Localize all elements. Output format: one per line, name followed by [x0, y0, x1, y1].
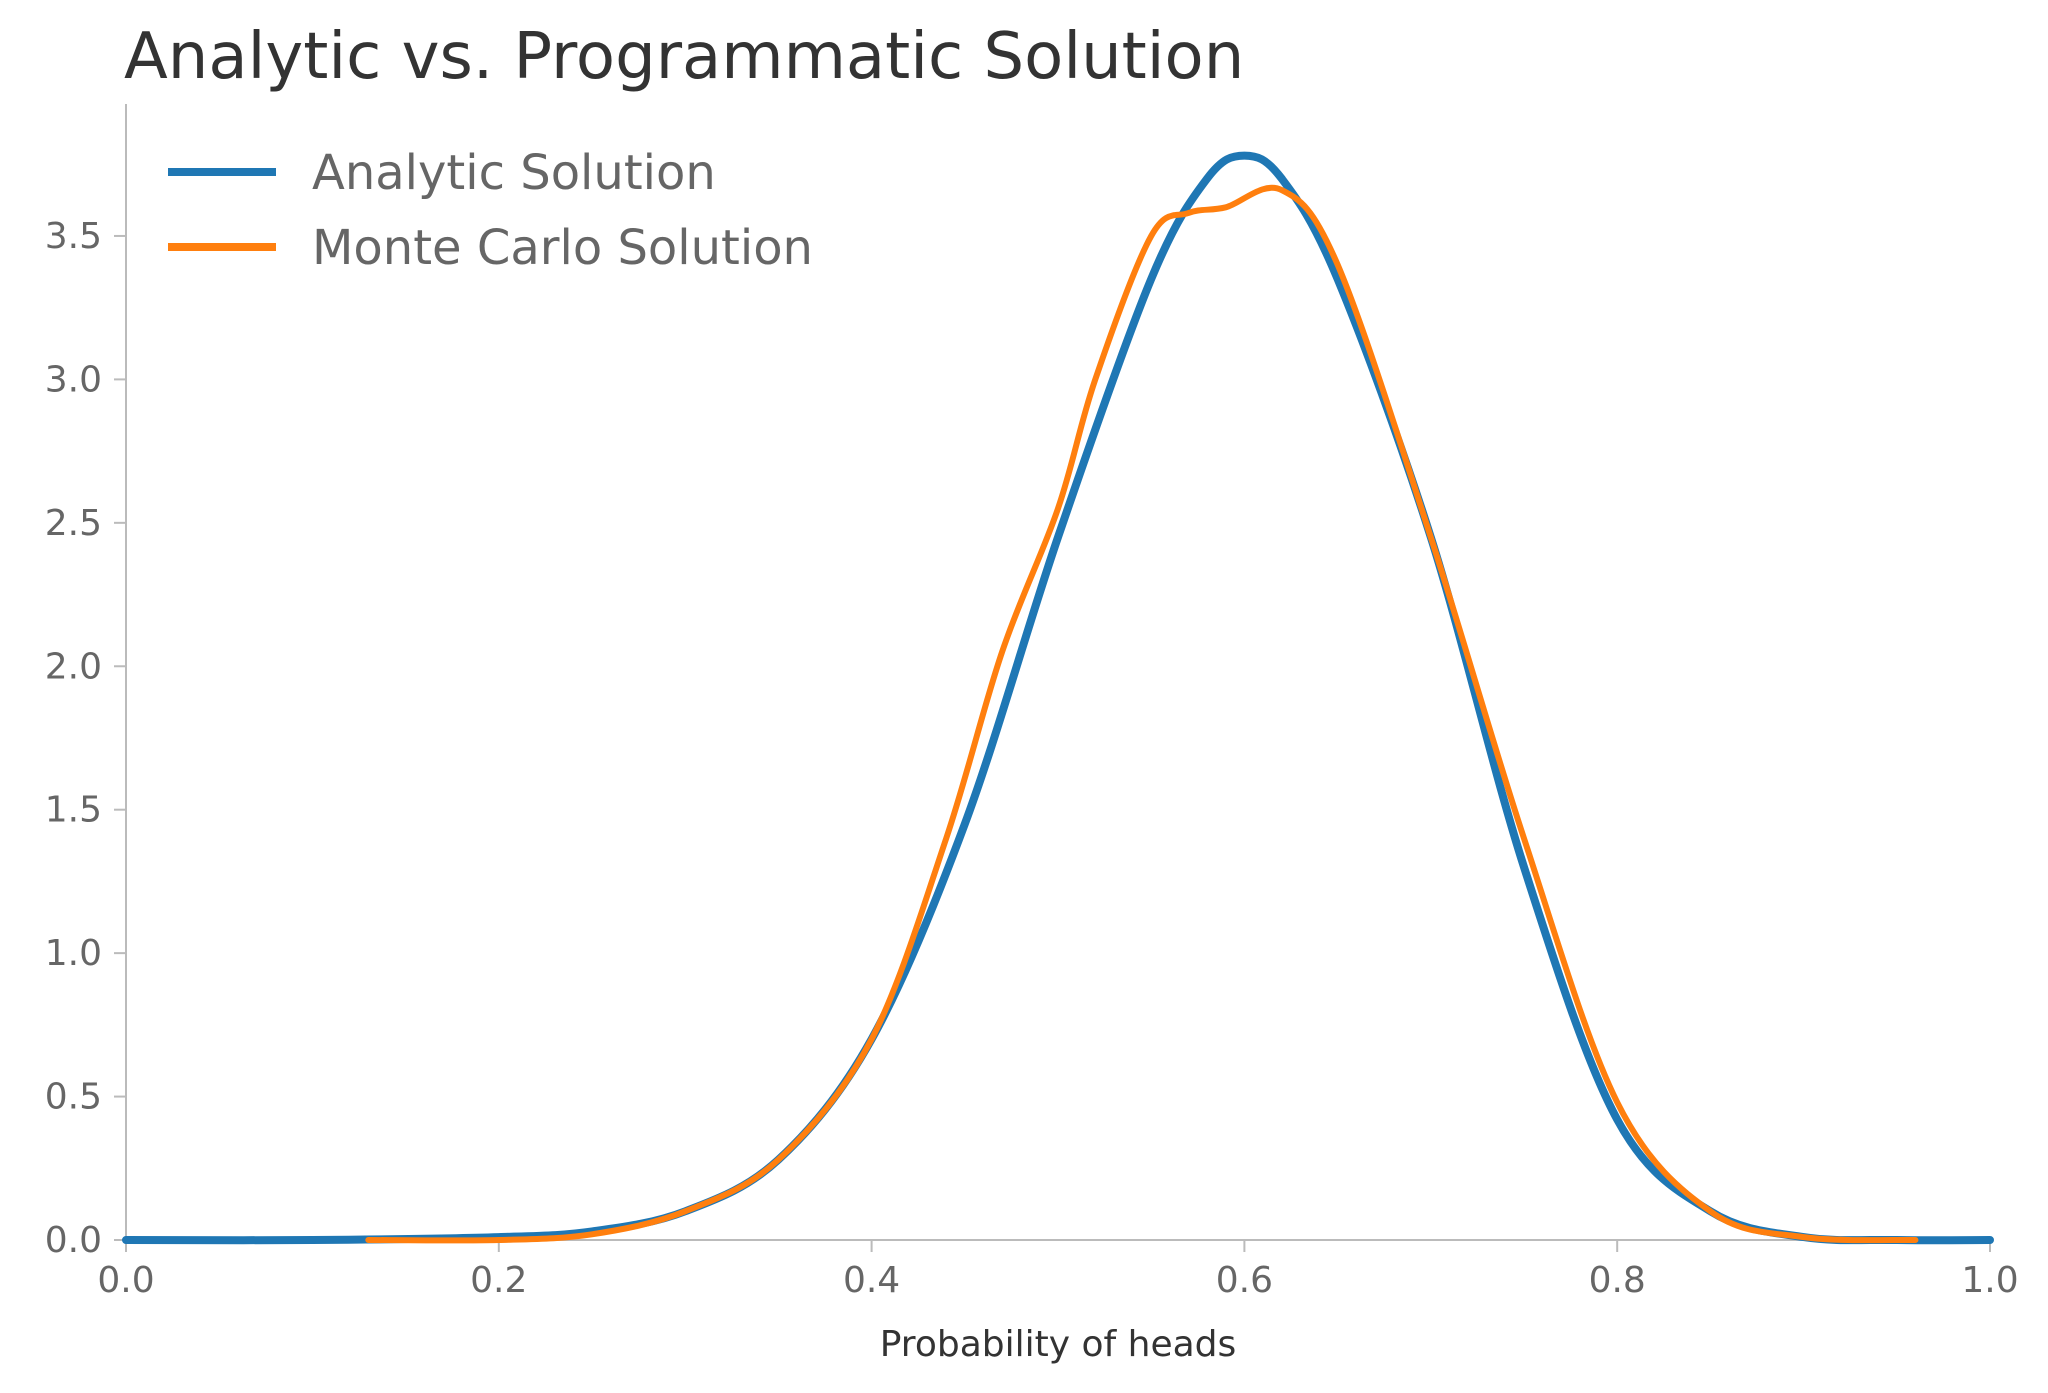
- x-tick-label: 0.8: [1589, 1260, 1646, 1301]
- series-line-2: [365, 184, 1919, 1244]
- chart-title: Analytic vs. Programmatic Solution: [124, 20, 1244, 94]
- legend-label: Analytic Solution: [312, 145, 716, 201]
- y-tick-label: 3.5: [45, 216, 102, 257]
- x-tick-label: 0.0: [97, 1260, 154, 1301]
- x-tick-label: 0.6: [1216, 1260, 1273, 1301]
- x-tick-label: 0.2: [470, 1260, 527, 1301]
- y-tick-label: 1.0: [45, 933, 102, 974]
- y-tick-label: 0.0: [45, 1220, 102, 1261]
- legend: Analytic Solution Monte Carlo Solution: [168, 145, 813, 276]
- y-tick-label: 1.5: [45, 790, 102, 831]
- series-line-1: [122, 151, 1994, 1245]
- x-axis-ticks: 0.0 0.2 0.4 0.6 0.8 1.0: [97, 1240, 2019, 1301]
- x-tick-label: 0.4: [843, 1260, 900, 1301]
- y-axis-ticks: 0.0 0.5 1.0 1.5 2.0 2.5 3.0 3.5: [45, 216, 126, 1261]
- y-tick-label: 3.0: [45, 359, 102, 400]
- legend-label: Monte Carlo Solution: [312, 220, 813, 276]
- y-tick-label: 2.0: [45, 646, 102, 687]
- y-tick-label: 2.5: [45, 503, 102, 544]
- series-layer: [122, 151, 1994, 1245]
- y-tick-label: 0.5: [45, 1077, 102, 1118]
- x-tick-label: 1.0: [1961, 1260, 2018, 1301]
- x-axis-label: Probability of heads: [880, 1324, 1237, 1365]
